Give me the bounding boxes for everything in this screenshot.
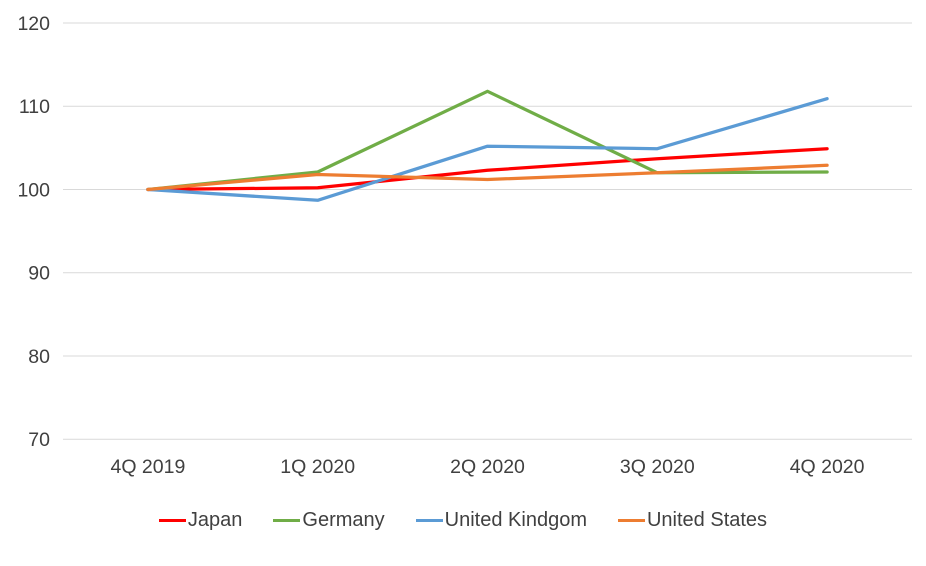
- x-tick-label-1: 4Q 2019: [110, 456, 185, 478]
- legend-item-united-states: United States: [617, 508, 768, 532]
- chart-legend: Japan Germany United Kindgom United States: [0, 508, 926, 532]
- series-line-united-states: [146, 163, 829, 192]
- legend-label: United Kindgom: [444, 509, 587, 531]
- y-tick-label-110: 110: [19, 96, 50, 118]
- legend-label: Germany: [302, 509, 385, 531]
- x-tick-label-4: 3Q 2020: [620, 456, 695, 478]
- legend-swatch-icon: [415, 518, 443, 522]
- series-line-united-kindgom: [146, 97, 829, 202]
- legend-item-united-kindgom: United Kindgom: [415, 508, 587, 532]
- y-tick-label-80: 80: [28, 346, 50, 368]
- x-tick-label-3: 2Q 2020: [450, 456, 525, 478]
- plot-area: 70 80 90 100 110 120 4Q 2019 1Q 2020 2Q 2020 3Q 2…: [17, 13, 912, 478]
- legend-swatch-icon: [158, 518, 186, 522]
- legend-label: United States: [646, 509, 768, 531]
- series-line-japan: [146, 147, 829, 192]
- legend-swatch-icon: [273, 518, 301, 522]
- y-tick-label-70: 70: [28, 429, 50, 451]
- x-tick-label-5: 4Q 2020: [790, 456, 865, 478]
- legend-label: Japan: [187, 509, 243, 531]
- y-tick-label-120: 120: [17, 13, 50, 35]
- legend-item-japan: Japan: [158, 508, 243, 532]
- y-tick-label-100: 100: [17, 179, 50, 201]
- series-line-germany: [146, 89, 829, 192]
- legend-swatch-icon: [617, 518, 645, 522]
- y-tick-label-90: 90: [28, 263, 50, 285]
- legend-item-germany: Germany: [273, 508, 385, 532]
- x-tick-label-2: 1Q 2020: [280, 456, 355, 478]
